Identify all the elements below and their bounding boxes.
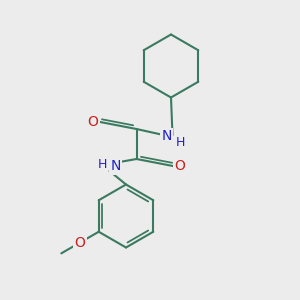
Text: O: O — [75, 236, 86, 250]
Text: N: N — [110, 160, 121, 173]
Text: O: O — [88, 115, 98, 128]
Text: O: O — [175, 160, 185, 173]
Text: N: N — [161, 130, 172, 143]
Text: H: H — [97, 158, 107, 172]
Text: H: H — [176, 136, 185, 149]
